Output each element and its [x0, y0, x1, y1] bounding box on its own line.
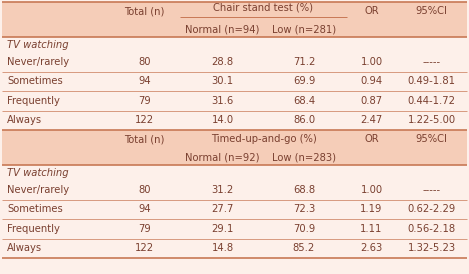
Text: Total (n): Total (n) [124, 7, 165, 16]
Bar [2, 110, 467, 130]
Text: -----: ----- [423, 185, 440, 195]
Text: 70.9: 70.9 [293, 224, 315, 234]
Bar [2, 52, 467, 72]
Text: Low (n=281): Low (n=281) [272, 24, 336, 34]
Bar [2, 165, 467, 180]
Bar [2, 37, 467, 52]
Text: Frequently: Frequently [7, 224, 60, 234]
Text: Frequently: Frequently [7, 96, 60, 106]
Text: Low (n=283): Low (n=283) [272, 152, 336, 162]
Text: 31.2: 31.2 [212, 185, 234, 195]
Text: Never/rarely: Never/rarely [7, 185, 69, 195]
Text: Normal (n=94): Normal (n=94) [185, 24, 260, 34]
Text: Sometimes: Sometimes [7, 76, 63, 86]
Bar [2, 180, 467, 199]
Text: TV watching: TV watching [7, 39, 68, 50]
Text: 122: 122 [135, 115, 154, 125]
Text: 1.00: 1.00 [361, 57, 383, 67]
Text: OR: OR [364, 7, 379, 16]
Bar [2, 238, 467, 258]
Text: 0.44-1.72: 0.44-1.72 [408, 96, 455, 106]
Text: OR: OR [364, 135, 379, 144]
Text: 30.1: 30.1 [212, 76, 234, 86]
Text: 1.32-5.23: 1.32-5.23 [408, 243, 455, 253]
Text: 68.8: 68.8 [293, 185, 315, 195]
Text: 1.19: 1.19 [360, 204, 383, 214]
Text: Timed-up-and-go (%): Timed-up-and-go (%) [211, 135, 317, 144]
Text: 0.56-2.18: 0.56-2.18 [408, 224, 455, 234]
Text: 85.2: 85.2 [293, 243, 315, 253]
Text: 14.0: 14.0 [212, 115, 234, 125]
Text: 2.47: 2.47 [360, 115, 383, 125]
Bar [2, 149, 467, 165]
Text: 86.0: 86.0 [293, 115, 315, 125]
Text: 0.62-2.29: 0.62-2.29 [408, 204, 455, 214]
Bar [2, 2, 467, 21]
Text: 14.8: 14.8 [212, 243, 234, 253]
Text: -----: ----- [423, 57, 440, 67]
Text: 79: 79 [138, 224, 151, 234]
Text: 79: 79 [138, 96, 151, 106]
Text: 0.94: 0.94 [361, 76, 383, 86]
Text: 68.4: 68.4 [293, 96, 315, 106]
Text: 1.22-5.00: 1.22-5.00 [408, 115, 455, 125]
Bar [2, 21, 467, 37]
Text: 95%CI: 95%CI [416, 7, 447, 16]
Text: Always: Always [7, 243, 42, 253]
Text: 122: 122 [135, 243, 154, 253]
Text: 1.00: 1.00 [361, 185, 383, 195]
Text: 94: 94 [138, 76, 151, 86]
Text: Always: Always [7, 115, 42, 125]
Text: 1.11: 1.11 [360, 224, 383, 234]
Bar [2, 91, 467, 110]
Text: 72.3: 72.3 [293, 204, 315, 214]
Text: Normal (n=92): Normal (n=92) [185, 152, 260, 162]
Text: 2.63: 2.63 [360, 243, 383, 253]
Text: 69.9: 69.9 [293, 76, 315, 86]
Text: 80: 80 [138, 57, 151, 67]
Text: 71.2: 71.2 [293, 57, 315, 67]
Text: Total (n): Total (n) [124, 135, 165, 144]
Bar [2, 219, 467, 238]
Text: 27.7: 27.7 [212, 204, 234, 214]
Text: Chair stand test (%): Chair stand test (%) [213, 2, 313, 13]
Bar [2, 72, 467, 91]
Text: 95%CI: 95%CI [416, 135, 447, 144]
Text: 0.49-1.81: 0.49-1.81 [408, 76, 455, 86]
Text: TV watching: TV watching [7, 167, 68, 178]
Text: 94: 94 [138, 204, 151, 214]
Text: 80: 80 [138, 185, 151, 195]
Bar [2, 130, 467, 149]
Text: 28.8: 28.8 [212, 57, 234, 67]
Text: 0.87: 0.87 [361, 96, 383, 106]
Text: Never/rarely: Never/rarely [7, 57, 69, 67]
Text: 29.1: 29.1 [212, 224, 234, 234]
Text: 31.6: 31.6 [212, 96, 234, 106]
Bar [2, 199, 467, 219]
Text: Sometimes: Sometimes [7, 204, 63, 214]
